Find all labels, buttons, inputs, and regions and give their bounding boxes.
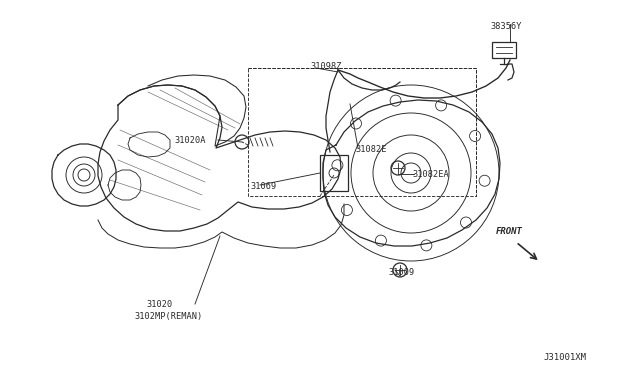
- Bar: [320, 155, 348, 191]
- Text: 31020A: 31020A: [174, 136, 205, 145]
- Bar: [492, 42, 516, 58]
- Text: 31082E: 31082E: [355, 145, 387, 154]
- Text: 31069: 31069: [250, 182, 276, 191]
- Text: 31082EA: 31082EA: [412, 170, 449, 179]
- Text: FRONT: FRONT: [496, 227, 523, 236]
- Text: 31098Z: 31098Z: [310, 62, 342, 71]
- Text: J31001XM: J31001XM: [543, 353, 586, 362]
- Text: 3102MP(REMAN): 3102MP(REMAN): [134, 312, 202, 321]
- Text: 38356Y: 38356Y: [490, 22, 522, 31]
- Text: 31009: 31009: [388, 268, 414, 277]
- Text: 31020: 31020: [146, 300, 172, 309]
